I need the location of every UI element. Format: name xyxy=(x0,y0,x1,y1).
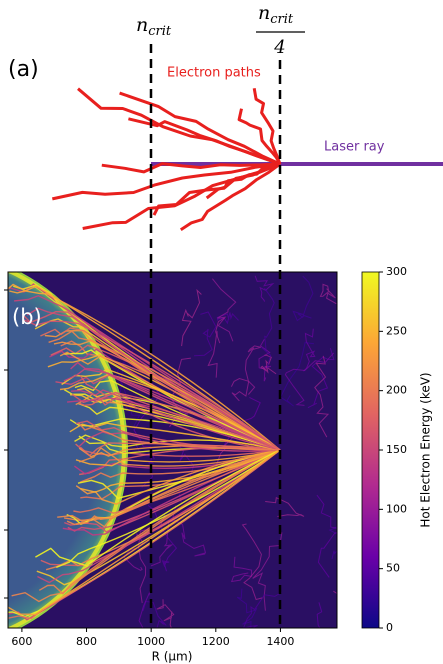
trajectory xyxy=(71,393,281,451)
background-trajectory xyxy=(280,342,315,407)
trajectory xyxy=(77,422,281,451)
crit-label: ncrit xyxy=(136,14,172,39)
background-trajectory xyxy=(230,556,253,583)
background-trajectory xyxy=(314,355,330,438)
trajectory xyxy=(69,422,281,451)
background-trajectory xyxy=(212,278,237,342)
quarter-denominator: 4 xyxy=(273,37,285,58)
electron-path xyxy=(119,91,281,166)
laser-label: Laser ray xyxy=(324,140,385,155)
trajectory xyxy=(53,339,281,451)
electron-path xyxy=(205,162,281,200)
background-trajectory xyxy=(230,377,250,402)
background-trajectory xyxy=(244,345,261,395)
electron-path xyxy=(101,162,281,174)
trajectory xyxy=(78,446,281,467)
background-trajectory xyxy=(307,347,335,409)
background-trajectory xyxy=(243,592,282,628)
hot-electron-trajectories xyxy=(8,283,281,621)
trajectory xyxy=(40,327,281,451)
background-trajectory xyxy=(156,599,175,628)
background-trajectory xyxy=(194,311,217,357)
colorbar-tick-label: 100 xyxy=(386,502,407,515)
background-trajectory xyxy=(284,352,335,406)
x-axis-label: R (μm) xyxy=(152,650,193,664)
colorbar-tick-label: 250 xyxy=(386,324,407,337)
trajectory xyxy=(56,449,281,569)
electron-path xyxy=(237,108,282,165)
background-trajectory xyxy=(303,328,316,372)
trajectory xyxy=(24,319,281,451)
background-trajectory xyxy=(142,600,167,628)
electron-path xyxy=(128,117,281,166)
background-trajectory xyxy=(241,523,263,601)
colorbar-label: Hot Electron Energy (keV) xyxy=(419,372,433,527)
background-trajectory xyxy=(328,526,337,560)
background-trajectory xyxy=(316,494,337,578)
background-trajectory xyxy=(319,283,337,305)
colorbar-tick-label: 150 xyxy=(386,443,407,456)
electron-path xyxy=(252,88,282,165)
crit-base: n xyxy=(136,14,148,36)
trajectory xyxy=(9,290,281,451)
x-tick-label: 800 xyxy=(76,635,97,648)
electron-paths xyxy=(51,87,282,231)
trajectory xyxy=(79,442,281,457)
trajectory xyxy=(79,375,281,451)
electron-path xyxy=(51,162,281,201)
electron-label: Electron paths xyxy=(167,66,261,81)
quarter-label: ncrit xyxy=(258,2,294,27)
target-sphere xyxy=(8,272,128,628)
plot-area xyxy=(8,272,337,628)
background-trajectory xyxy=(138,591,151,628)
trajectory xyxy=(35,449,281,567)
background-trajectory xyxy=(252,532,283,611)
background-trajectory xyxy=(316,602,323,628)
trajectory xyxy=(80,449,281,493)
panel-label: (a) xyxy=(8,57,39,82)
x-tick-label: 1200 xyxy=(202,635,230,648)
trajectory xyxy=(14,294,281,451)
background-trajectory xyxy=(265,496,305,517)
trajectory xyxy=(75,449,281,525)
background-trajectory xyxy=(292,275,314,322)
trajectory xyxy=(38,449,281,595)
quarter-sub: crit xyxy=(270,12,294,27)
background-trajectory xyxy=(181,288,202,347)
trajectory xyxy=(62,449,281,536)
colorbar xyxy=(361,271,380,629)
trajectory xyxy=(57,449,281,522)
background-trajectory xyxy=(207,317,225,378)
trajectory xyxy=(63,368,281,451)
background-trajectory xyxy=(261,287,275,369)
x-tick-label: 600 xyxy=(11,635,32,648)
crit-sub: crit xyxy=(148,24,172,39)
quarter-base: n xyxy=(258,2,270,24)
colorbar-tick-label: 200 xyxy=(386,384,407,397)
background-trajectory xyxy=(258,338,272,382)
x-tick-label: 1400 xyxy=(266,635,294,648)
y-ticks xyxy=(4,289,8,599)
trajectory xyxy=(8,449,281,616)
panel-label: (b) xyxy=(12,305,42,329)
x-tick-label: 1000 xyxy=(137,635,165,648)
background-trajectory xyxy=(150,519,180,567)
electron-path xyxy=(179,162,281,231)
background-trajectory xyxy=(336,588,337,590)
trajectory xyxy=(71,389,281,451)
colorbar-tick-label: 0 xyxy=(386,621,393,634)
colorbar-tick-label: 300 xyxy=(386,265,407,278)
colorbar-tick-label: 50 xyxy=(386,562,400,575)
trajectory xyxy=(73,449,281,514)
trajectory xyxy=(75,449,281,467)
